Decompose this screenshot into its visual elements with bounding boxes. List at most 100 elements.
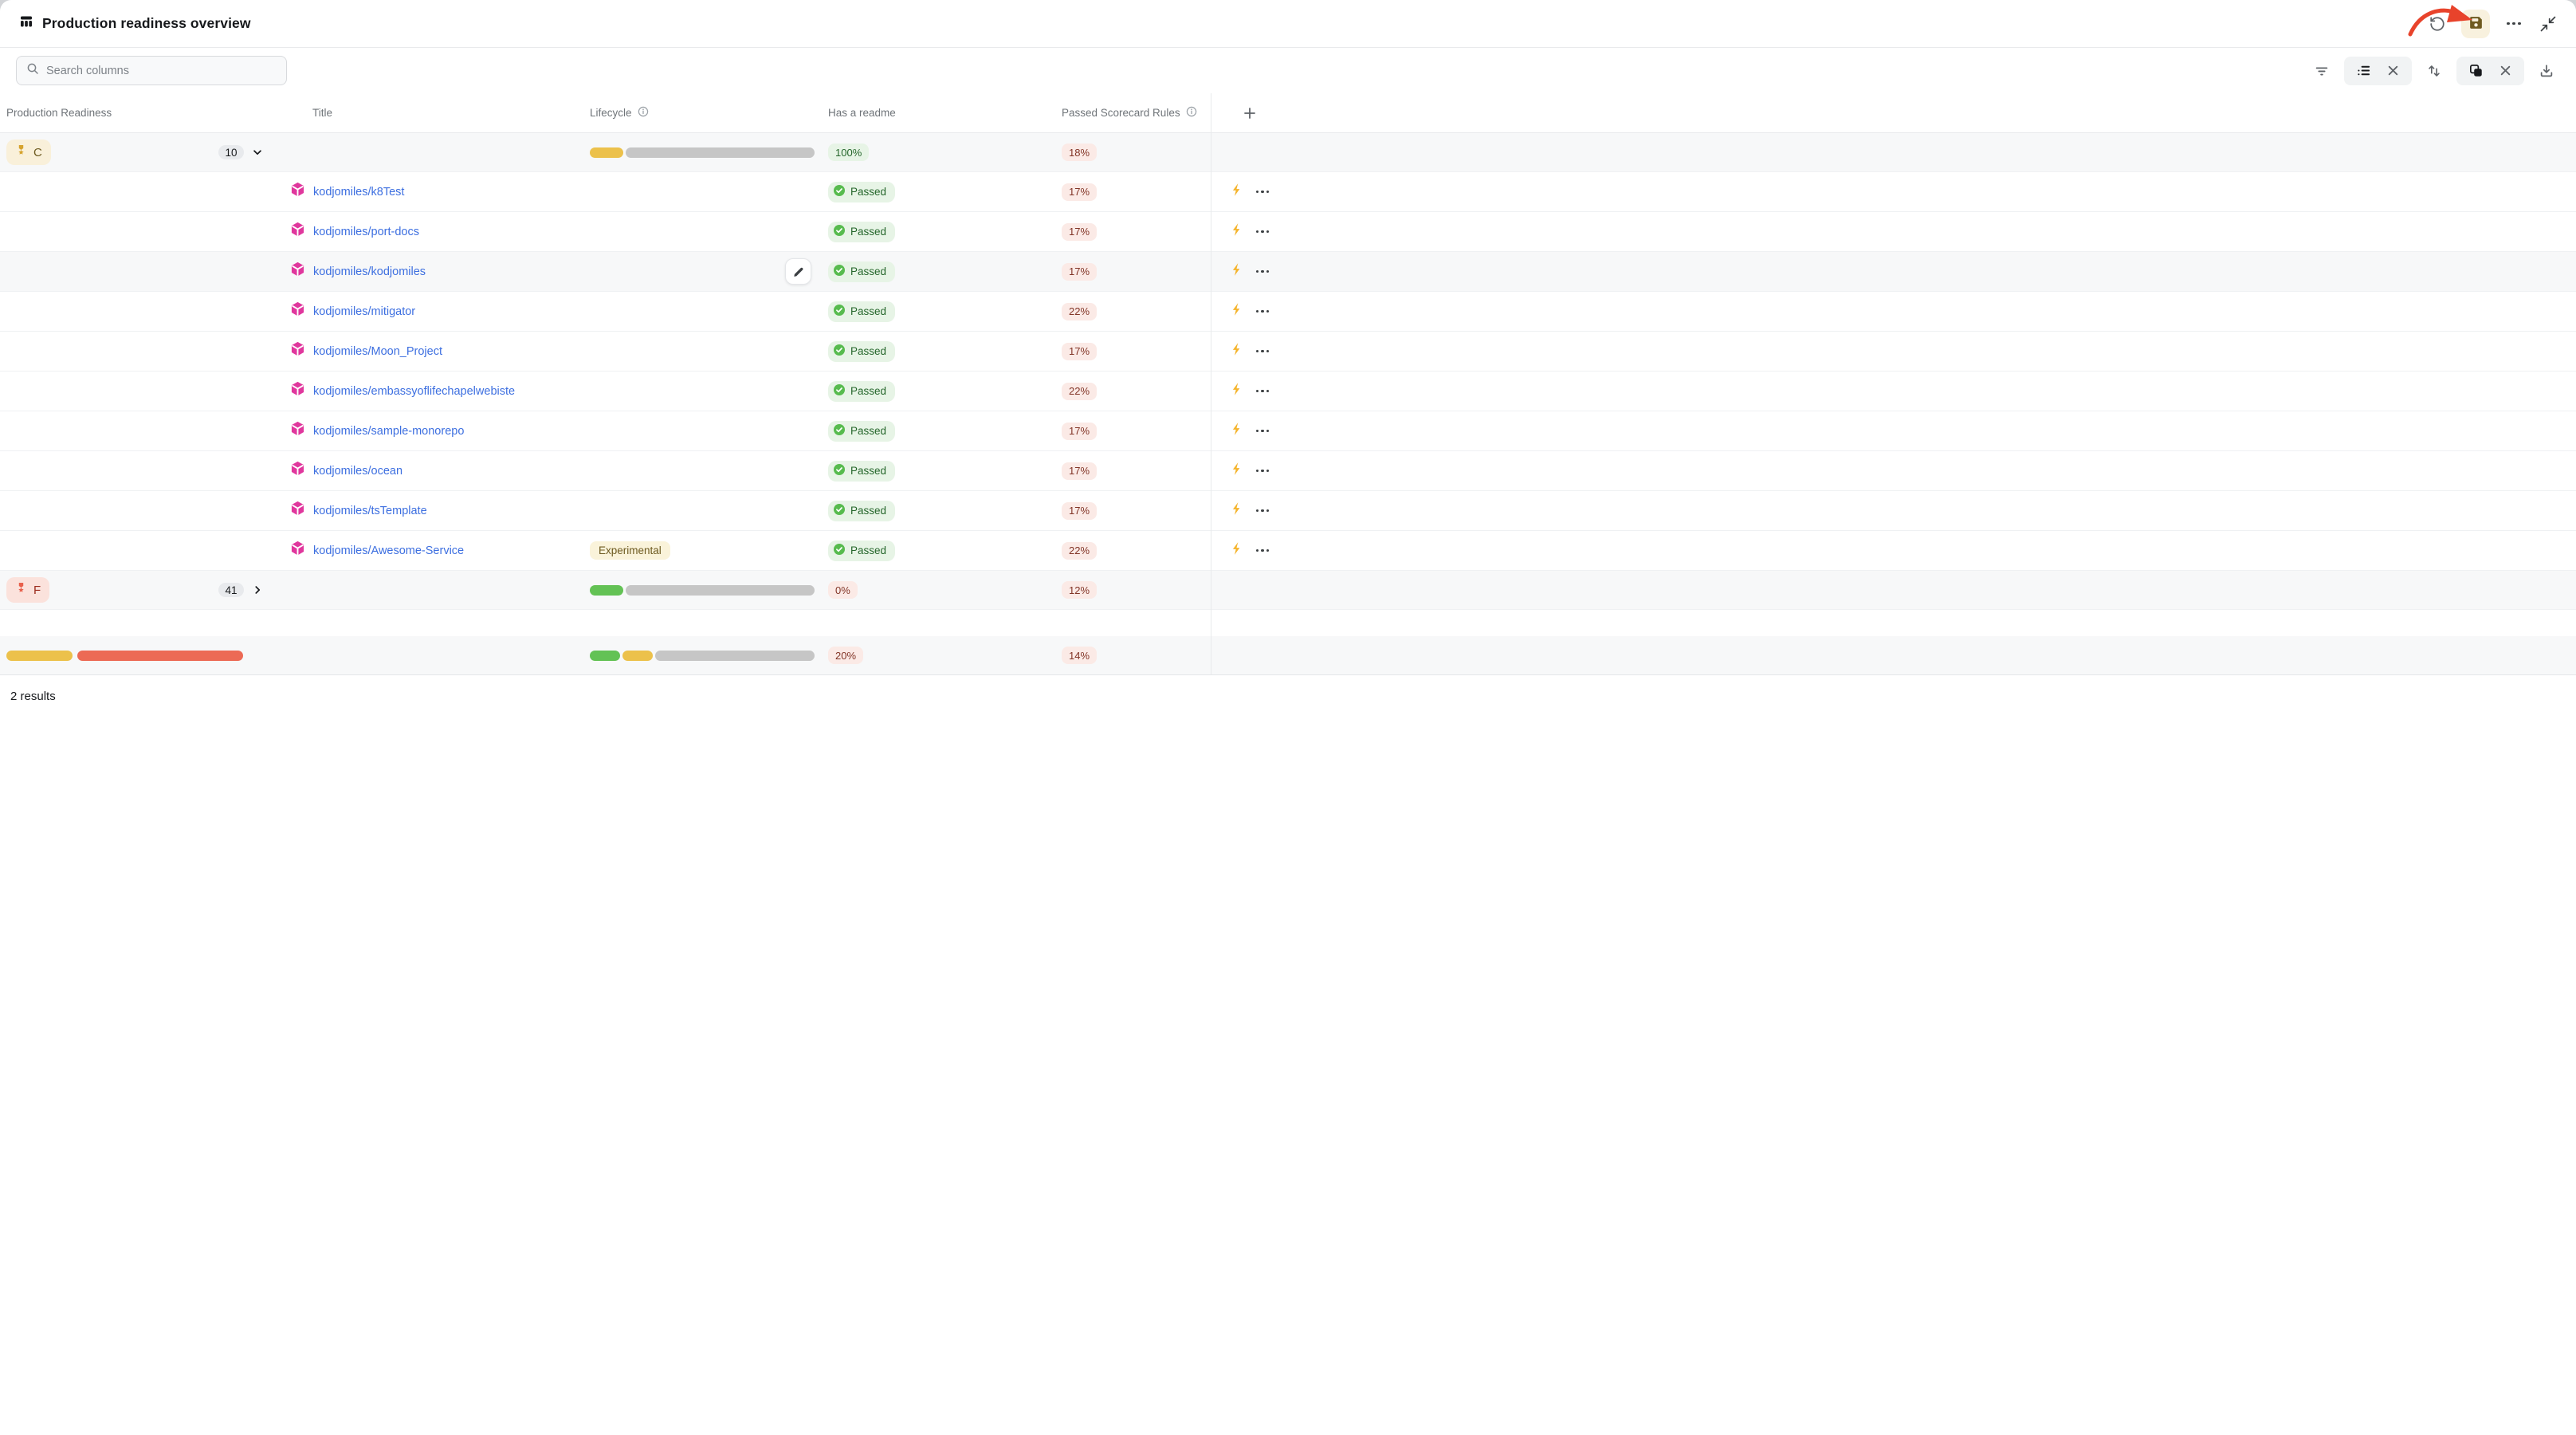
group-readme-badge: 0% bbox=[828, 581, 858, 599]
service-cube-icon bbox=[290, 541, 305, 560]
service-cube-icon bbox=[290, 301, 305, 321]
service-cube-icon bbox=[290, 381, 305, 401]
service-cube-icon bbox=[290, 261, 305, 281]
clear-copy-close-icon[interactable] bbox=[2495, 61, 2515, 81]
readme-status-text: Passed bbox=[850, 545, 887, 556]
readme-status-text: Passed bbox=[850, 465, 887, 477]
group-scorecard-badge: 18% bbox=[1062, 144, 1098, 161]
readme-status-badge: Passed bbox=[828, 261, 896, 282]
scorecard-badge: 17% bbox=[1062, 262, 1098, 281]
check-circle-icon bbox=[833, 224, 846, 239]
scorecard-badge: 22% bbox=[1062, 302, 1098, 320]
readme-status-text: Passed bbox=[850, 265, 887, 277]
group-list-icon[interactable] bbox=[2353, 61, 2374, 81]
row-actions-icon[interactable] bbox=[1256, 309, 1269, 313]
table-row[interactable]: kodjomiles/ocean Passed 17% bbox=[0, 451, 2576, 491]
check-circle-icon bbox=[833, 463, 846, 478]
row-actions-icon[interactable] bbox=[1256, 190, 1269, 194]
row-actions-icon[interactable] bbox=[1256, 230, 1269, 234]
download-icon[interactable] bbox=[2536, 61, 2557, 81]
row-actions-icon[interactable] bbox=[1256, 349, 1269, 353]
summary-scorecard-badge: 14% bbox=[1062, 647, 1098, 664]
scorecard-bolt-icon[interactable] bbox=[1230, 342, 1244, 360]
readme-status-badge: Passed bbox=[828, 340, 896, 362]
group-readme-badge: 100% bbox=[828, 144, 870, 161]
table-row[interactable]: kodjomiles/mitigator Passed 22% bbox=[0, 292, 2576, 332]
scorecard-bolt-icon[interactable] bbox=[1230, 302, 1244, 320]
toolbar-actions bbox=[2311, 56, 2557, 85]
add-column-button[interactable] bbox=[1239, 103, 1260, 124]
column-header-production-readiness[interactable]: Production Readiness bbox=[6, 107, 112, 119]
undo-icon[interactable] bbox=[2427, 14, 2448, 34]
table-row[interactable]: kodjomiles/tsTemplate Passed 17% bbox=[0, 491, 2576, 531]
entity-title-link[interactable]: kodjomiles/sample-monorepo bbox=[313, 424, 465, 438]
medal-icon bbox=[15, 144, 27, 160]
column-header-has-a-readme[interactable]: Has a readme bbox=[828, 107, 896, 119]
row-actions-icon[interactable] bbox=[1256, 509, 1269, 513]
scorecard-bolt-icon[interactable] bbox=[1230, 462, 1244, 480]
edit-pencil-button[interactable] bbox=[785, 258, 811, 285]
table-row[interactable]: kodjomiles/sample-monorepo Passed 17% bbox=[0, 411, 2576, 451]
scorecard-bolt-icon[interactable] bbox=[1230, 262, 1244, 281]
table-row[interactable]: kodjomiles/k8Test Passed 17% bbox=[0, 172, 2576, 212]
toolbar bbox=[0, 48, 2576, 93]
entity-title-link[interactable]: kodjomiles/kodjomiles bbox=[313, 265, 426, 278]
scorecard-bolt-icon[interactable] bbox=[1230, 222, 1244, 241]
column-header-passed-scorecard-rules[interactable]: Passed Scorecard Rules bbox=[1054, 106, 1211, 120]
column-header-lifecycle[interactable]: Lifecycle bbox=[582, 106, 821, 120]
scorecard-bolt-icon[interactable] bbox=[1230, 382, 1244, 400]
search-input[interactable] bbox=[46, 64, 277, 77]
filter-icon[interactable] bbox=[2311, 61, 2332, 81]
check-circle-icon bbox=[833, 264, 846, 279]
row-actions-icon[interactable] bbox=[1256, 389, 1269, 393]
entity-title-link[interactable]: kodjomiles/embassyoflifechapelwebiste bbox=[313, 384, 516, 398]
service-cube-icon bbox=[290, 421, 305, 441]
chevron-icon[interactable] bbox=[252, 584, 263, 596]
entity-title-link[interactable]: kodjomiles/Awesome-Service bbox=[313, 544, 465, 557]
entity-title-link[interactable]: kodjomiles/ocean bbox=[313, 464, 403, 478]
medal-icon bbox=[15, 582, 27, 598]
entity-title-link[interactable]: kodjomiles/k8Test bbox=[313, 185, 405, 199]
readme-status-badge: Passed bbox=[828, 500, 896, 521]
copy-icon[interactable] bbox=[2465, 61, 2486, 81]
entity-title-link[interactable]: kodjomiles/Moon_Project bbox=[313, 344, 442, 358]
table-row[interactable]: kodjomiles/Moon_Project Passed 17% bbox=[0, 332, 2576, 372]
scorecard-bolt-icon[interactable] bbox=[1230, 501, 1244, 520]
page-title-wrap: Production readiness overview bbox=[19, 14, 251, 33]
entity-title-link[interactable]: kodjomiles/tsTemplate bbox=[313, 504, 427, 517]
readme-status-text: Passed bbox=[850, 505, 887, 517]
row-actions-icon[interactable] bbox=[1256, 469, 1269, 473]
table-body: C 10 100% 18% kodjomiles/k8Test bbox=[0, 133, 2576, 610]
entity-title-link[interactable]: kodjomiles/mitigator bbox=[313, 305, 416, 318]
chevron-icon[interactable] bbox=[252, 147, 263, 158]
group-scorecard-badge: 12% bbox=[1062, 581, 1098, 599]
row-actions-icon[interactable] bbox=[1256, 548, 1269, 552]
column-header-title[interactable]: Title bbox=[312, 107, 333, 119]
scorecard-bolt-icon[interactable] bbox=[1230, 541, 1244, 560]
row-actions-icon[interactable] bbox=[1256, 269, 1269, 273]
service-cube-icon bbox=[290, 461, 305, 481]
more-options-icon[interactable] bbox=[2503, 14, 2524, 34]
grade-badge: C bbox=[6, 140, 51, 165]
entity-title-link[interactable]: kodjomiles/port-docs bbox=[313, 225, 419, 238]
group-row: F 41 0% 12% bbox=[0, 571, 2576, 610]
scorecard-bolt-icon[interactable] bbox=[1230, 422, 1244, 440]
sort-arrows-icon[interactable] bbox=[2424, 61, 2444, 81]
topbar: Production readiness overview bbox=[0, 0, 2576, 48]
table-row[interactable]: kodjomiles/embassyoflifechapelwebiste Pa… bbox=[0, 372, 2576, 411]
table-row[interactable]: kodjomiles/kodjomiles Passed 17% bbox=[0, 252, 2576, 292]
clear-group-close-icon[interactable] bbox=[2382, 61, 2403, 81]
grade-letter: C bbox=[33, 145, 42, 159]
service-cube-icon bbox=[290, 501, 305, 521]
table-row[interactable]: kodjomiles/Awesome-Service Experimental … bbox=[0, 531, 2576, 571]
row-actions-icon[interactable] bbox=[1256, 429, 1269, 433]
search-box[interactable] bbox=[16, 56, 287, 85]
collapse-icon[interactable] bbox=[2538, 14, 2558, 34]
scorecard-badge: 17% bbox=[1062, 342, 1098, 360]
scorecard-badge: 17% bbox=[1062, 183, 1098, 201]
save-button[interactable] bbox=[2461, 9, 2490, 38]
table-row[interactable]: kodjomiles/port-docs Passed 17% bbox=[0, 212, 2576, 252]
scorecard-bolt-icon[interactable] bbox=[1230, 183, 1244, 201]
search-icon bbox=[26, 62, 39, 79]
